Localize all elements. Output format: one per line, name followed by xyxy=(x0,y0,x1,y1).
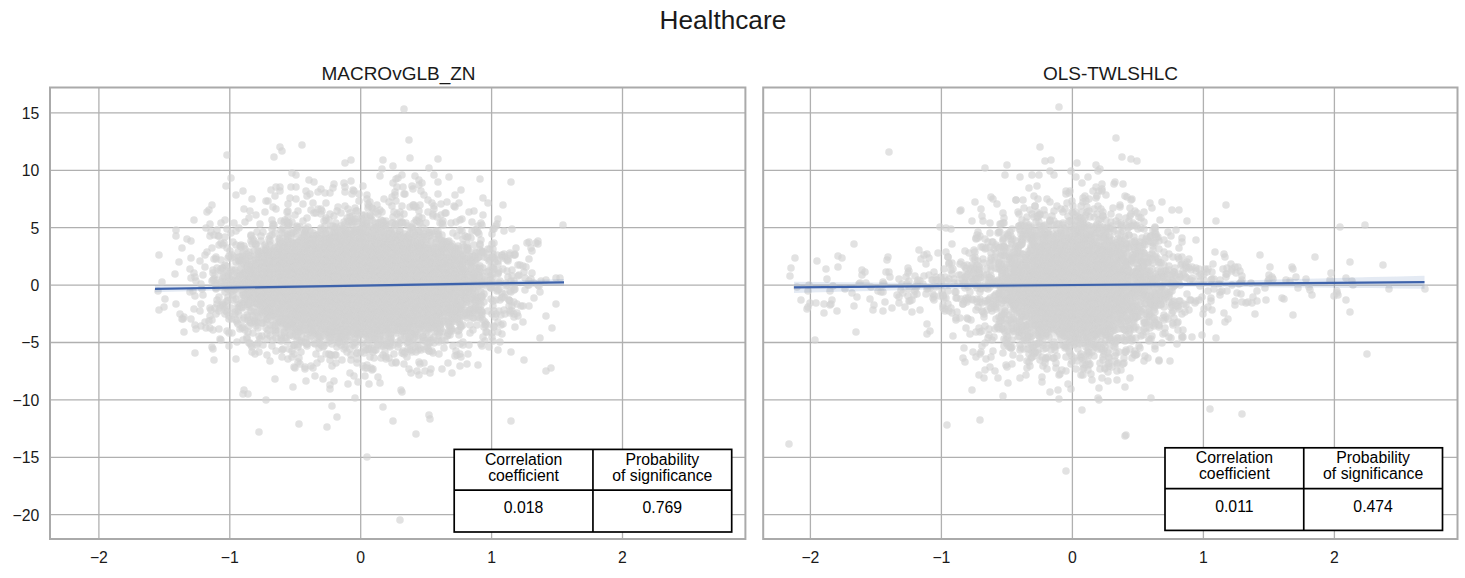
svg-text:0: 0 xyxy=(356,549,365,566)
svg-text:Probability: Probability xyxy=(1336,449,1410,466)
svg-text:10: 10 xyxy=(22,162,40,179)
svg-text:−15: −15 xyxy=(13,449,40,466)
svg-text:−1: −1 xyxy=(932,549,950,566)
svg-text:1: 1 xyxy=(1199,549,1208,566)
svg-text:−2: −2 xyxy=(90,549,108,566)
svg-text:0.018: 0.018 xyxy=(504,499,544,516)
svg-text:0: 0 xyxy=(1068,549,1077,566)
svg-text:coefficient: coefficient xyxy=(1199,465,1270,482)
svg-text:2: 2 xyxy=(618,549,627,566)
svg-text:−20: −20 xyxy=(13,507,40,524)
svg-text:−10: −10 xyxy=(13,392,40,409)
svg-text:MACROvGLB_ZN: MACROvGLB_ZN xyxy=(321,63,475,85)
svg-text:1: 1 xyxy=(487,549,496,566)
svg-text:−1: −1 xyxy=(221,549,239,566)
svg-text:0: 0 xyxy=(31,277,40,294)
svg-text:Healthcare: Healthcare xyxy=(660,5,787,35)
svg-text:of significance: of significance xyxy=(612,467,712,484)
svg-text:0.474: 0.474 xyxy=(1353,498,1393,515)
svg-text:15: 15 xyxy=(22,105,40,122)
svg-text:5: 5 xyxy=(31,220,40,237)
svg-text:of significance: of significance xyxy=(1323,465,1423,482)
svg-text:coefficient: coefficient xyxy=(488,467,559,484)
svg-text:OLS-TWLSHLC: OLS-TWLSHLC xyxy=(1043,63,1178,84)
svg-text:−5: −5 xyxy=(21,334,39,351)
svg-text:2: 2 xyxy=(1330,549,1339,566)
svg-text:0.769: 0.769 xyxy=(643,499,683,516)
svg-text:−2: −2 xyxy=(801,549,819,566)
svg-text:Probability: Probability xyxy=(625,451,699,468)
svg-text:Correlation: Correlation xyxy=(485,451,562,468)
svg-text:Correlation: Correlation xyxy=(1196,449,1273,466)
svg-text:0.011: 0.011 xyxy=(1215,498,1254,515)
